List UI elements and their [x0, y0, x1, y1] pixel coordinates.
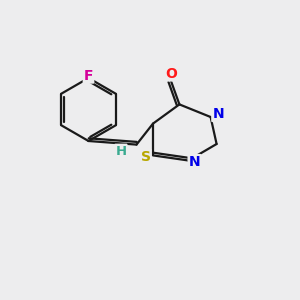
Text: N: N — [212, 107, 224, 121]
Text: H: H — [115, 145, 127, 158]
Text: F: F — [84, 69, 93, 82]
Text: N: N — [189, 155, 200, 169]
Text: S: S — [140, 150, 151, 164]
Text: O: O — [165, 67, 177, 80]
